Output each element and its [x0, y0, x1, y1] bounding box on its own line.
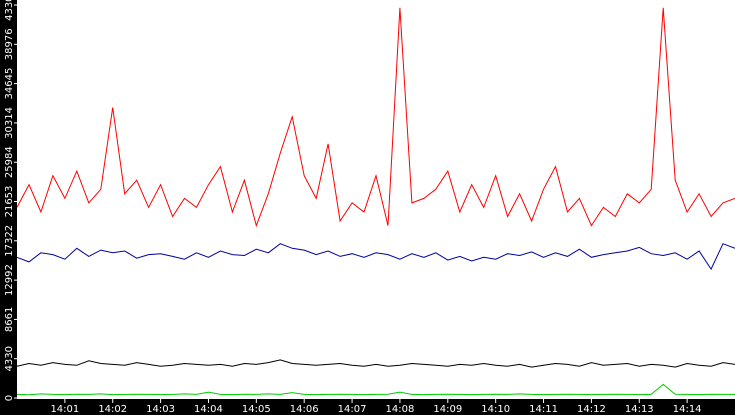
x-tick-label: 14:08	[386, 404, 415, 415]
x-tick-label: 14:02	[98, 404, 127, 415]
x-tick-label: 14:06	[290, 404, 319, 415]
x-tick-label: 14:10	[481, 404, 510, 415]
x-tick-label: 14:13	[625, 404, 654, 415]
y-tick-label: 34645	[4, 68, 15, 100]
x-tick-label: 14:01	[50, 404, 79, 415]
y-tick-label: 4330	[4, 346, 15, 371]
series-line	[16, 7, 735, 228]
y-tick-label: 30314	[4, 107, 15, 139]
y-tick-label: 25984	[4, 146, 15, 178]
series-line	[16, 359, 735, 368]
y-tick-label: 12992	[4, 264, 15, 296]
x-tick-label: 14:05	[242, 404, 271, 415]
x-axis-strip	[0, 399, 735, 415]
x-tick-label: 14:14	[673, 404, 702, 415]
y-tick-label: 38976	[4, 28, 15, 60]
x-tick-label: 14:11	[529, 404, 558, 415]
y-tick-label: 17322	[4, 225, 15, 257]
x-tick-label: 14:09	[433, 404, 462, 415]
y-tick-label: 0	[4, 395, 15, 401]
y-axis-strip	[0, 0, 17, 415]
x-tick-label: 14:03	[146, 404, 175, 415]
y-tick-label: 43307	[4, 0, 15, 21]
y-tick-label: 8661	[4, 307, 15, 332]
x-tick-label: 14:07	[338, 404, 367, 415]
series-line	[16, 243, 735, 271]
y-tick-label: 21653	[4, 186, 15, 218]
x-tick-label: 14:04	[194, 404, 223, 415]
series-line	[16, 383, 735, 396]
x-tick-label: 14:12	[577, 404, 606, 415]
